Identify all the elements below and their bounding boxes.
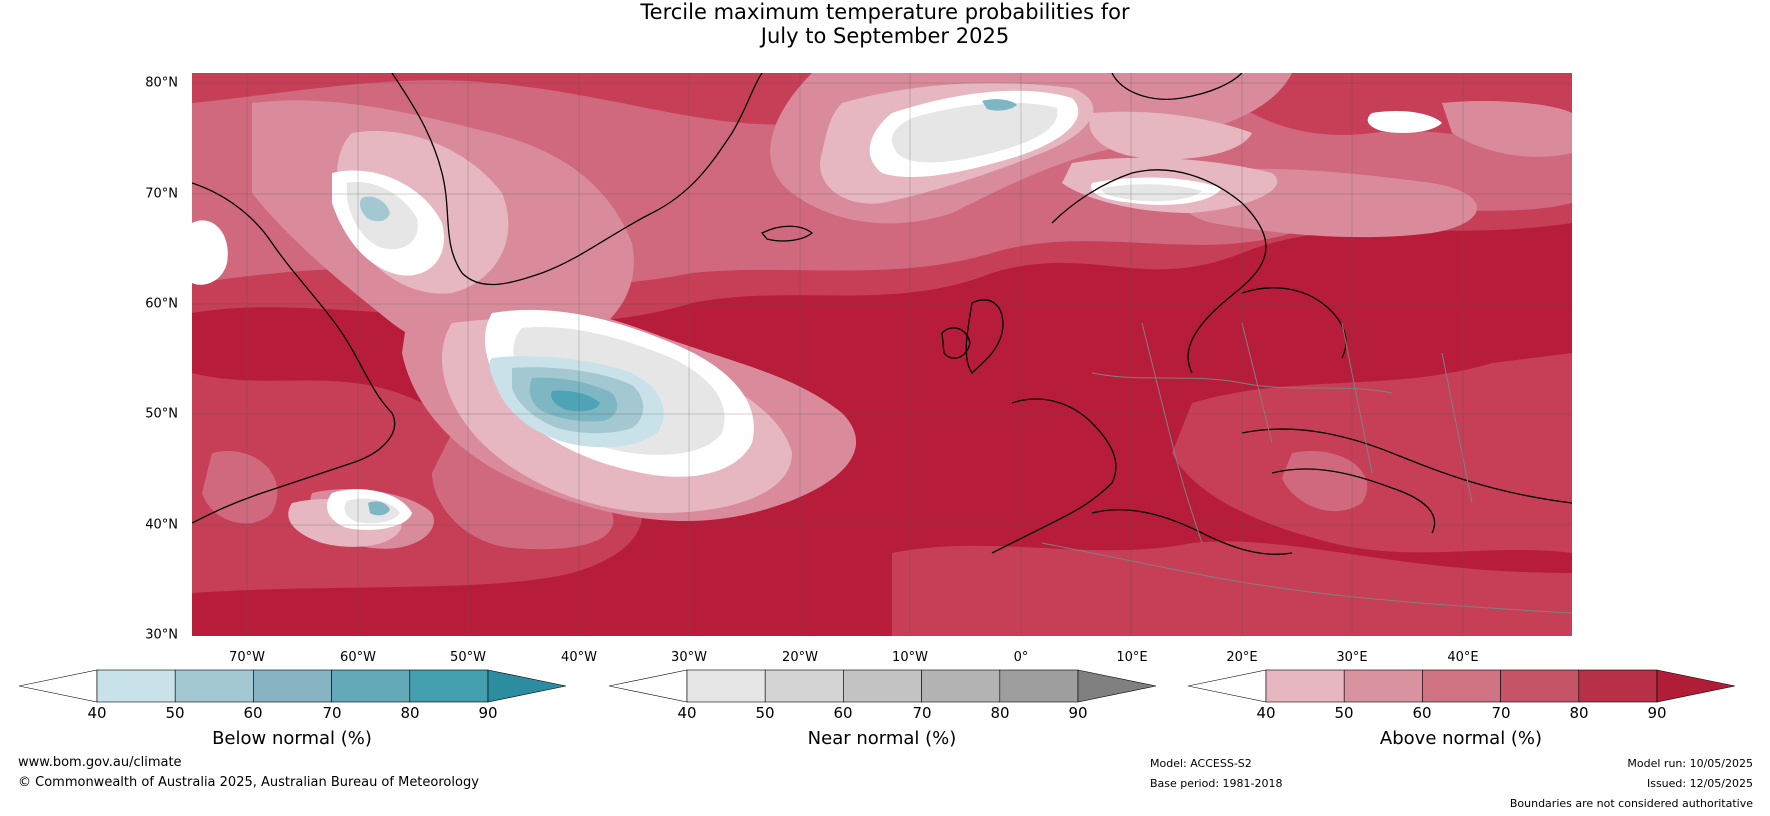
lon-label-10w: 10°W — [892, 650, 928, 665]
legend-tick: 70 — [1491, 704, 1511, 722]
lon-label-20e: 20°E — [1226, 650, 1258, 665]
legend-extend-high — [487, 669, 567, 703]
legend-swatch — [921, 669, 1001, 703]
graticule — [192, 73, 1572, 636]
lat-label-60n: 60°N — [145, 296, 178, 312]
lat-label-40n: 40°N — [145, 517, 178, 533]
below-normal-regions — [359, 99, 1017, 516]
legend-extend-low — [18, 669, 98, 703]
legend-tick: 70 — [912, 704, 932, 722]
legend-below-normal-title: Below normal (%) — [212, 728, 372, 749]
legend-tick: 40 — [87, 704, 107, 722]
legend-tick: 60 — [243, 704, 263, 722]
legend-near-normal-bar — [608, 669, 1157, 703]
lon-label-40e: 40°E — [1447, 650, 1479, 665]
legend-swatch — [764, 669, 844, 703]
legend-tick: 80 — [1569, 704, 1589, 722]
legend-above-normal-bar — [1187, 669, 1736, 703]
map-svg — [192, 73, 1572, 636]
legend-extend-low — [1187, 669, 1267, 703]
footer-issued: Issued: 12/05/2025 — [1646, 777, 1753, 790]
legend-swatch — [96, 669, 176, 703]
lon-label-30w: 30°W — [671, 650, 707, 665]
legend-swatch — [253, 669, 332, 703]
legend-swatch — [409, 669, 489, 703]
legend-swatch — [843, 669, 922, 703]
lat-label-80n: 80°N — [145, 75, 178, 91]
footer-base-period: Base period: 1981-2018 — [1150, 777, 1283, 790]
legend-swatch — [686, 669, 766, 703]
legend-above-normal: 40 50 60 70 80 90 Above normal (%) — [1186, 668, 1736, 768]
legend-near-normal-title: Near normal (%) — [807, 728, 957, 749]
lon-label-10e: 10°E — [1116, 650, 1148, 665]
lon-label-30e: 30°E — [1336, 650, 1368, 665]
probability-map — [192, 73, 1572, 636]
legend-above-normal-title: Above normal (%) — [1379, 728, 1543, 749]
footer-model-run: Model run: 10/05/2025 — [1627, 757, 1753, 770]
legend-tick: 90 — [1068, 704, 1088, 722]
legend-swatch — [999, 669, 1079, 703]
legend-tick: 50 — [165, 704, 185, 722]
legend-extend-high — [1077, 669, 1157, 703]
legend-tick: 70 — [322, 704, 342, 722]
legend-swatch — [174, 669, 254, 703]
legend-tick: 40 — [1256, 704, 1276, 722]
lon-label-40w: 40°W — [561, 650, 597, 665]
legend-tick: 90 — [1647, 704, 1667, 722]
legend-tick: 60 — [833, 704, 853, 722]
legend-swatch — [1343, 669, 1423, 703]
lon-label-50w: 50°W — [450, 650, 486, 665]
legend-swatch — [1500, 669, 1580, 703]
coastlines — [192, 73, 1572, 555]
lat-label-70n: 70°N — [145, 186, 178, 202]
footer-disclaimer: Boundaries are not considered authoritat… — [1509, 797, 1753, 810]
legend-tick: 80 — [990, 704, 1010, 722]
legend-swatch — [1422, 669, 1501, 703]
legend-tick: 50 — [755, 704, 775, 722]
legend-tick: 40 — [677, 704, 697, 722]
legend-below-normal-bar — [18, 669, 567, 703]
legend-tick: 50 — [1334, 704, 1354, 722]
lon-label-0: 0° — [1013, 650, 1029, 665]
legend-swatch — [1265, 669, 1345, 703]
chart-title: Tercile maximum temperature probabilitie… — [0, 0, 1770, 48]
title-line-2: July to September 2025 — [760, 24, 1010, 48]
lat-label-30n: 30°N — [145, 627, 178, 643]
footer-model: Model: ACCESS-S2 — [1150, 757, 1252, 770]
lat-label-50n: 50°N — [145, 406, 178, 422]
legend-below-normal: 40 50 60 70 80 90 Below normal (%) — [17, 668, 567, 768]
title-line-1: Tercile maximum temperature probabilitie… — [640, 0, 1130, 24]
footer-copyright: © Commonwealth of Australia 2025, Austra… — [18, 775, 479, 790]
legend-near-normal: 40 50 60 70 80 90 Near normal (%) — [607, 668, 1157, 768]
legend-tick: 80 — [400, 704, 420, 722]
legend-swatch — [1578, 669, 1658, 703]
legend-tick: 90 — [478, 704, 498, 722]
footer-website: www.bom.gov.au/climate — [18, 755, 182, 770]
legend-swatch — [331, 669, 411, 703]
legend-tick: 60 — [1412, 704, 1432, 722]
lon-label-70w: 70°W — [229, 650, 265, 665]
legend-extend-high — [1656, 669, 1736, 703]
lon-label-60w: 60°W — [340, 650, 376, 665]
lon-label-20w: 20°W — [782, 650, 818, 665]
legend-extend-low — [608, 669, 688, 703]
